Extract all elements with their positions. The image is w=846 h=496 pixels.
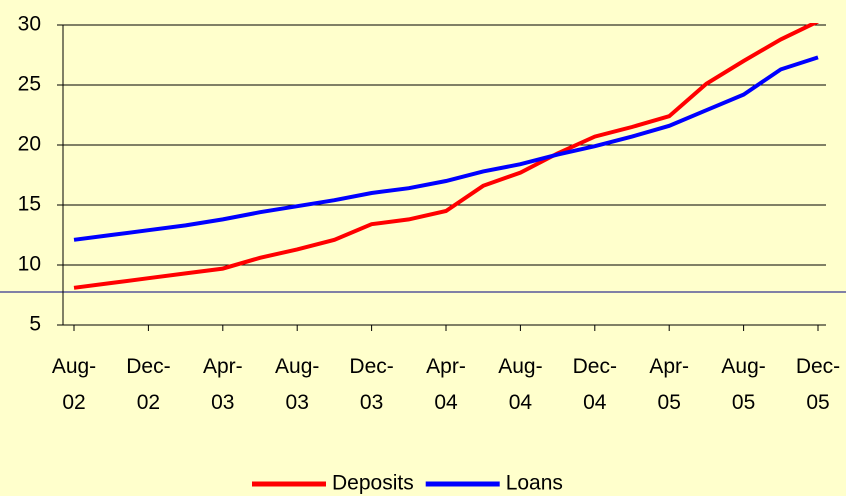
- y-tick-label: 30: [18, 13, 41, 36]
- x-tick-label: Aug-02: [52, 355, 96, 414]
- y-tick-label: 15: [18, 193, 41, 216]
- y-tick-label: 10: [18, 253, 41, 276]
- x-tick-label: Aug-03: [275, 355, 319, 414]
- x-tick-label: Dec-03: [349, 355, 393, 414]
- x-tick-label: Dec-05: [796, 355, 840, 414]
- legend-label: Loans: [506, 472, 563, 495]
- x-tick-label: Aug-04: [498, 355, 542, 414]
- x-tick-label: Aug-05: [721, 355, 765, 414]
- x-tick-label: Apr-05: [649, 355, 689, 414]
- x-tick-label: Dec-04: [573, 355, 617, 414]
- x-tick-label: Dec-02: [126, 355, 170, 414]
- x-tick-label: Apr-04: [426, 355, 466, 414]
- line-series: [73, 23, 819, 290]
- y-tick-label: 25: [18, 73, 41, 96]
- x-tick-label: Apr-03: [203, 355, 243, 414]
- legend-label: Deposits: [332, 472, 414, 495]
- y-tick-label: 5: [29, 313, 41, 336]
- line-series: [73, 55, 819, 242]
- y-tick-label: 20: [18, 133, 41, 156]
